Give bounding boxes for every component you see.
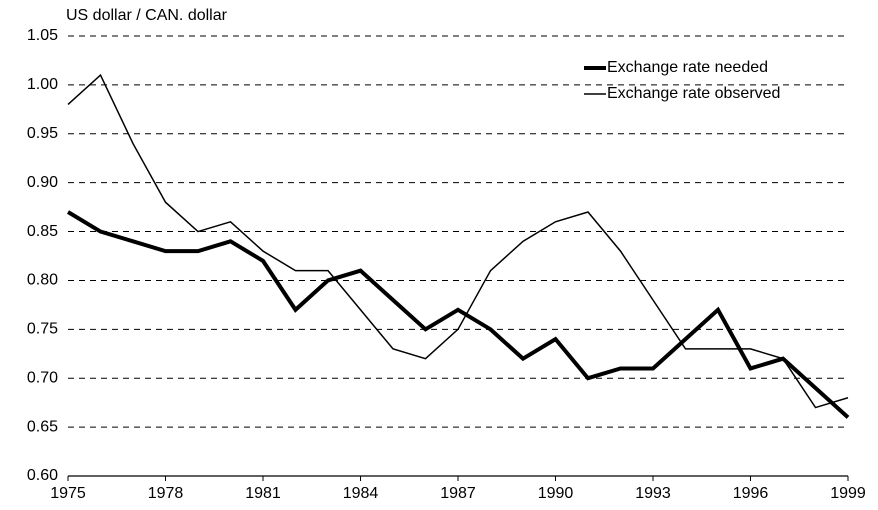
y-tick-label: 0.95 (27, 125, 58, 142)
line-series (66, 210, 850, 419)
line-series (67, 73, 849, 409)
x-tick-label: 1984 (343, 485, 379, 502)
y-tick-label: 0.90 (27, 174, 58, 191)
x-tick-label: 1993 (635, 485, 671, 502)
y-tick-label: 0.60 (27, 467, 58, 484)
y-tick-label: 1.05 (27, 27, 58, 44)
y-tick-label: 0.70 (27, 369, 58, 386)
legend-label: Exchange rate needed (607, 59, 768, 76)
y-axis-title: US dollar / CAN. dollar (66, 7, 228, 24)
y-tick-label: 0.65 (27, 418, 58, 435)
y-tick-label: 0.75 (27, 321, 58, 338)
x-tick-label: 1981 (245, 485, 281, 502)
x-tick-label: 1990 (538, 485, 574, 502)
y-tick-label: 0.80 (27, 272, 58, 289)
x-tick-label: 1975 (50, 485, 86, 502)
x-tick-label: 1999 (830, 485, 866, 502)
y-tick-label: 1.00 (27, 76, 58, 93)
y-tick-label: 0.85 (27, 223, 58, 240)
legend-label: Exchange rate observed (607, 85, 780, 102)
x-tick-label: 1978 (148, 485, 184, 502)
x-tick-label: 1996 (733, 485, 769, 502)
x-tick-label: 1987 (440, 485, 476, 502)
